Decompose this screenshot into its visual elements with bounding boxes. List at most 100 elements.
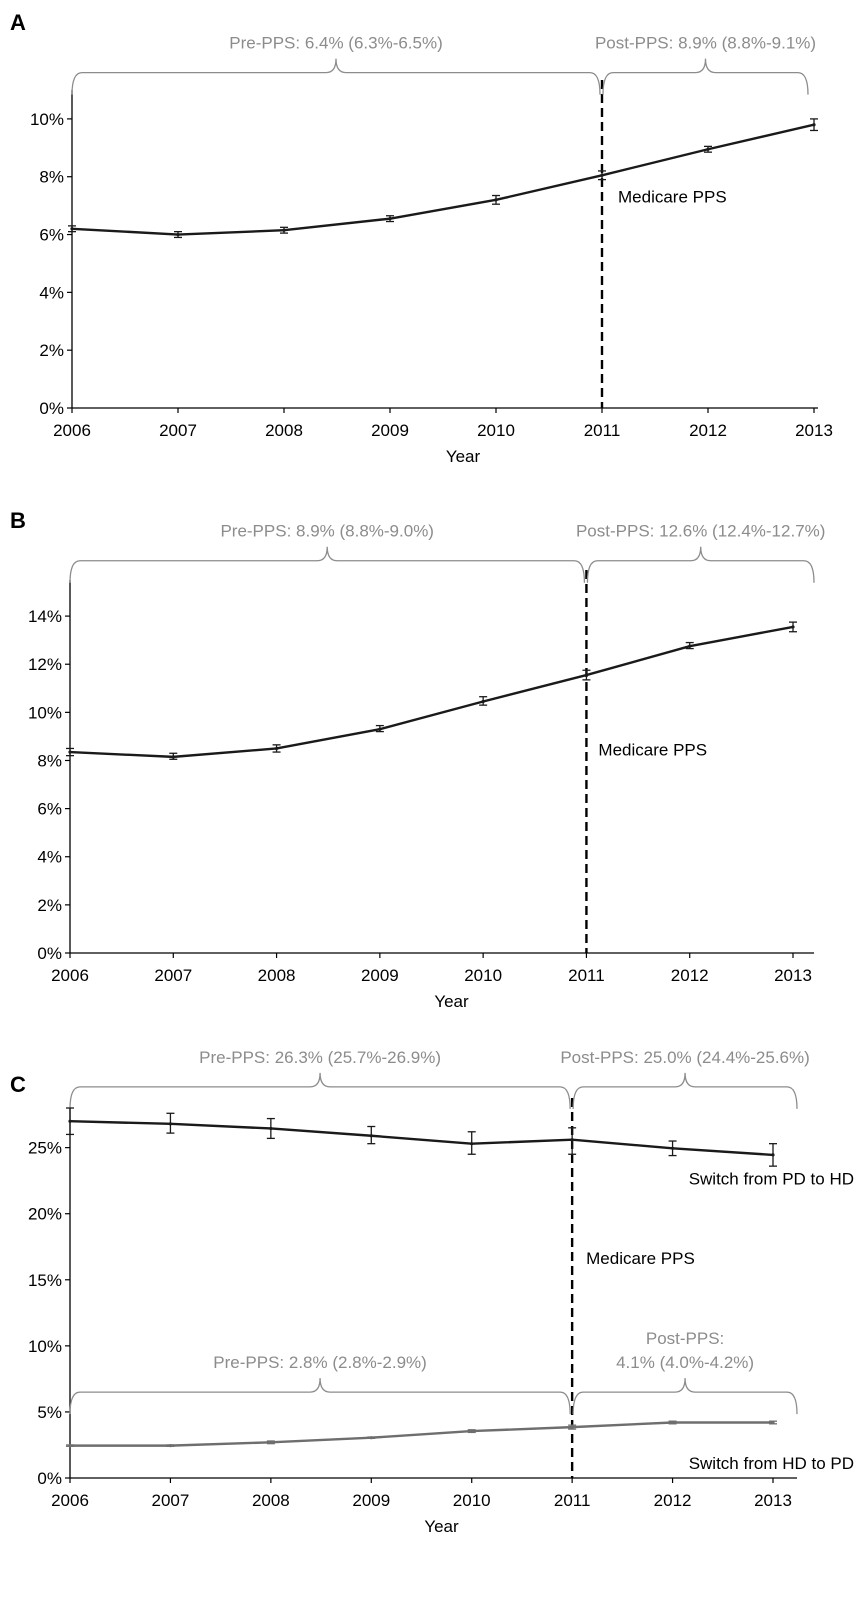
data-point — [388, 217, 392, 221]
pre-pps-bracket — [69, 1378, 571, 1415]
x-tick-label: 2010 — [453, 1491, 491, 1510]
post-pps-label: Post-PPS: 8.9% (8.8%-9.1%) — [595, 34, 816, 53]
y-tick-label: 4% — [37, 848, 62, 867]
series-line — [69, 625, 794, 759]
data-point — [470, 1429, 474, 1433]
pre-pps-label: Pre-PPS: 2.8% (2.8%-2.9%) — [213, 1353, 427, 1372]
data-point — [494, 198, 498, 202]
pre-pps-label: Pre-PPS: 8.9% (8.8%-9.0%) — [220, 522, 434, 541]
data-point — [570, 1425, 574, 1429]
x-axis-title: Year — [446, 447, 481, 466]
post-pps-bracket — [602, 58, 809, 95]
data-point — [68, 1119, 72, 1123]
series-label: Switch from HD to PD — [689, 1454, 854, 1473]
x-tick-label: 2009 — [352, 1491, 390, 1510]
panel-c-chart: 0% 5% 10% 15% 20% 25% 2006 2007 2008 2009 2010 2011… — [28, 1048, 854, 1536]
x-tick-label: 2006 — [51, 1491, 89, 1510]
panel-a: A 0% 2% 4% 6% 8% 10% 2006 2007 2008 2009 2010 2011 2… — [10, 10, 833, 466]
x-tick-label: 2011 — [554, 1491, 591, 1510]
data-point — [688, 644, 692, 648]
data-point — [68, 750, 72, 754]
pps-label: Medicare PPS — [618, 188, 727, 207]
x-tick-label: 2012 — [671, 966, 709, 985]
post-pps-label: 4.1% (4.0%-4.2%) — [616, 1353, 754, 1372]
y-tick-label: 6% — [37, 800, 62, 819]
y-tick-label: 12% — [28, 655, 62, 674]
panel-b-chart: 0% 2% 4% 6% 8% 10% 12% 14% 2006 2007 2008 2009 2010 2… — [28, 522, 825, 1011]
data-point — [369, 1436, 373, 1440]
data-point — [269, 1440, 273, 1444]
y-tick-label: 2% — [37, 896, 62, 915]
data-point — [470, 1142, 474, 1146]
x-tick-label: 2013 — [754, 1491, 792, 1510]
panel-a-letter: A — [10, 10, 26, 35]
post-pps-bracket — [572, 1378, 798, 1415]
x-tick-label: 2010 — [464, 966, 502, 985]
y-tick-label: 10% — [28, 1337, 62, 1356]
x-tick-label: 2013 — [774, 966, 812, 985]
x-tick-label: 2007 — [154, 966, 192, 985]
y-tick-label: 20% — [28, 1205, 62, 1224]
y-tick-label: 2% — [39, 341, 64, 360]
x-axis-title: Year — [434, 992, 469, 1011]
x-tick-label: 2013 — [795, 421, 833, 440]
data-point — [168, 1122, 173, 1126]
y-tick-label: 4% — [39, 283, 64, 302]
series-line — [69, 1120, 774, 1157]
data-point — [282, 228, 286, 232]
series-line — [71, 123, 815, 236]
post-pps-label: Post-PPS: 25.0% (24.4%-25.6%) — [560, 1048, 809, 1067]
data-point — [706, 147, 710, 151]
x-tick-label: 2009 — [371, 421, 409, 440]
y-tick-label: 25% — [28, 1139, 62, 1158]
data-point — [670, 1420, 675, 1425]
data-point — [68, 1444, 72, 1448]
post-pps-bracket — [572, 1072, 798, 1109]
data-point — [171, 755, 175, 759]
x-tick-label: 2008 — [252, 1491, 290, 1510]
pps-label: Medicare PPS — [598, 741, 707, 760]
panel-b: B 0% 2% 4% 6% 8% 10% 12% 14% 2006 2007 2008 2009 201… — [10, 508, 825, 1011]
panel-c: C 0% 5% 10% 15% 20% 25% 2006 2007 2008 2009 2010 20… — [10, 1048, 854, 1536]
data-point — [670, 1146, 675, 1150]
data-point — [378, 727, 382, 731]
y-tick-label: 15% — [28, 1271, 62, 1290]
y-tick-label: 8% — [39, 168, 64, 187]
data-point — [791, 625, 795, 629]
x-tick-label: 2012 — [654, 1491, 692, 1510]
post-pps-label: Post-PPS: 12.6% (12.4%-12.7%) — [576, 522, 825, 541]
x-tick-label: 2009 — [361, 966, 399, 985]
x-tick-label: 2012 — [689, 421, 727, 440]
data-point — [600, 173, 604, 177]
y-tick-label: 8% — [37, 751, 62, 770]
panel-c-letter: C — [10, 1072, 26, 1097]
panel-b-letter: B — [10, 508, 26, 533]
x-axis-title: Year — [424, 1517, 459, 1536]
post-pps-bracket — [586, 546, 815, 583]
series-label: Switch from PD to HD — [689, 1170, 854, 1189]
data-point — [70, 227, 74, 231]
post-pps-label: Post-PPS: — [646, 1329, 724, 1348]
data-point — [771, 1420, 775, 1425]
y-tick-label: 0% — [39, 399, 64, 418]
panel-a-chart: 0% 2% 4% 6% 8% 10% 2006 2007 2008 2009 2010 2011 201… — [30, 34, 833, 466]
x-tick-label: 2008 — [258, 966, 296, 985]
x-tick-label: 2006 — [53, 421, 91, 440]
x-tick-label: 2007 — [152, 1491, 190, 1510]
data-point — [481, 699, 485, 704]
data-point — [269, 1126, 273, 1131]
pre-pps-bracket — [71, 58, 601, 95]
data-point — [570, 1138, 574, 1142]
x-tick-label: 2007 — [159, 421, 197, 440]
y-tick-label: 10% — [28, 703, 62, 722]
pre-pps-label: Pre-PPS: 6.4% (6.3%-6.5%) — [229, 34, 443, 53]
y-tick-label: 0% — [37, 944, 62, 963]
x-tick-label: 2011 — [568, 966, 605, 985]
pps-label: Medicare PPS — [586, 1249, 695, 1268]
pre-pps-bracket — [69, 1072, 571, 1109]
y-tick-label: 14% — [28, 607, 62, 626]
pre-pps-bracket — [69, 546, 586, 583]
x-tick-label: 2011 — [584, 421, 621, 440]
y-tick-label: 5% — [37, 1403, 62, 1422]
